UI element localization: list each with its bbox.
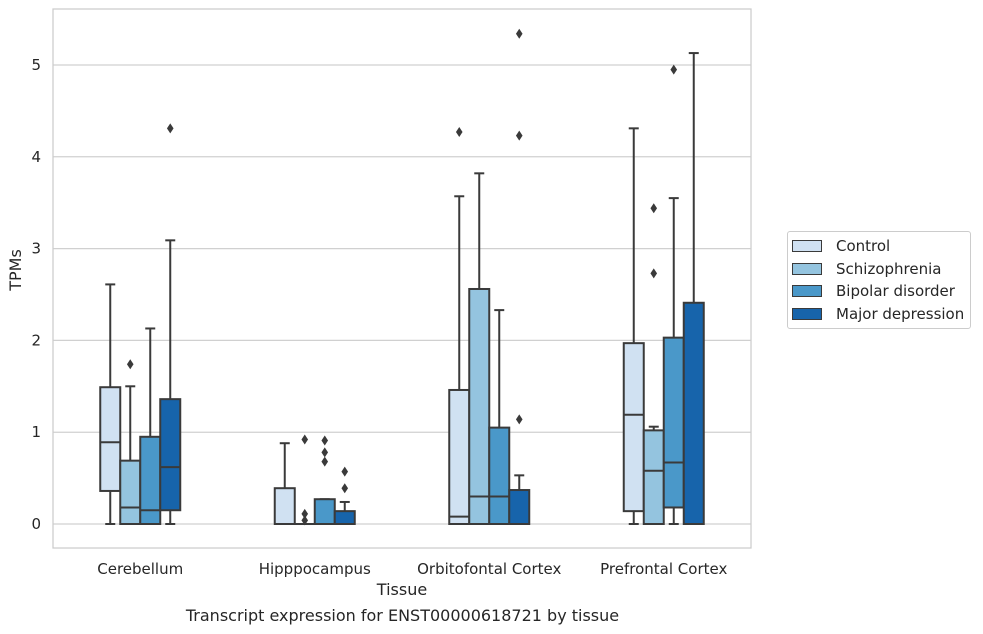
y-tick-label: 2 — [31, 331, 41, 349]
box-control — [622, 127, 645, 525]
box-body — [682, 301, 705, 525]
outlier-point — [515, 28, 523, 39]
legend-label: Schizophrenia — [836, 259, 942, 278]
box-major-depression — [159, 123, 182, 525]
chart-caption: Transcript expression for ENST0000061872… — [185, 606, 620, 625]
box-schizophrenia — [293, 434, 316, 526]
legend-item: Major depression — [788, 303, 970, 326]
box-body — [642, 429, 665, 526]
outlier-point — [321, 447, 329, 458]
box-bipolar-disorder — [488, 309, 511, 525]
y-tick-label: 0 — [31, 515, 41, 533]
box-body — [662, 336, 685, 509]
box-bipolar-disorder — [313, 435, 336, 525]
box-bipolar-disorder — [139, 327, 162, 526]
legend-item: Bipolar disorder — [788, 280, 970, 303]
outlier-point — [321, 456, 329, 467]
box-body — [448, 388, 471, 525]
box-control — [99, 283, 122, 525]
outlier-point — [515, 414, 523, 425]
boxes — [99, 28, 705, 526]
box-body — [313, 498, 336, 525]
box-body — [468, 287, 491, 525]
legend-label: Major depression — [836, 304, 965, 323]
legend-swatch — [792, 240, 822, 253]
outlier-point — [341, 483, 349, 494]
outlier-point — [301, 515, 309, 526]
outlier-point — [126, 359, 134, 370]
box-major-depression — [508, 28, 531, 525]
legend: Control Schizophrenia Bipolar disorder Majo… — [787, 231, 971, 329]
plot-frame — [52, 8, 752, 549]
box-schizophrenia — [642, 203, 665, 526]
tick-labels: 0 1 2 3 4 5 Cerebellum Hipppocampus Orbitofontal… — [31, 56, 727, 578]
box-major-depression — [333, 466, 356, 526]
box-control — [273, 442, 296, 525]
outlier-point — [341, 466, 349, 477]
y-tick-label: 3 — [31, 240, 41, 258]
box-body — [333, 510, 356, 526]
box-body — [99, 386, 122, 492]
y-tick-label: 5 — [31, 56, 41, 74]
outlier-point — [455, 127, 463, 138]
outlier-point — [670, 64, 678, 75]
box-body — [119, 459, 142, 525]
legend-item: Control — [788, 235, 970, 258]
box-bipolar-disorder — [662, 64, 685, 525]
outlier-point — [321, 435, 329, 446]
outlier-point — [515, 130, 523, 141]
outlier-point — [301, 508, 309, 519]
outlier-point — [301, 434, 309, 445]
box-body — [622, 342, 645, 513]
box-body — [273, 487, 296, 525]
box-control — [448, 127, 471, 525]
box-major-depression — [682, 52, 705, 525]
box-body — [488, 426, 511, 525]
legend-label: Bipolar disorder — [836, 282, 955, 301]
x-tick-label: Orbitofontal Cortex — [417, 560, 561, 578]
outlier-point — [650, 268, 658, 279]
legend-item: Schizophrenia — [788, 258, 970, 281]
outlier-point — [166, 123, 174, 134]
y-axis-label: TPMs — [6, 249, 25, 292]
x-tick-label: Cerebellum — [97, 560, 183, 578]
outlier-point — [650, 203, 658, 214]
x-tick-label: Hipppocampus — [259, 560, 371, 578]
x-tick-label: Prefrontal Cortex — [600, 560, 727, 578]
legend-swatch — [792, 285, 822, 298]
legend-swatch — [792, 262, 822, 275]
box-schizophrenia — [119, 359, 142, 525]
x-axis-label: Tissue — [376, 580, 427, 599]
y-tick-label: 4 — [31, 148, 41, 166]
box-body — [159, 398, 182, 512]
legend-label: Control — [836, 237, 891, 256]
y-tick-label: 1 — [31, 423, 41, 441]
box-body — [508, 489, 531, 525]
box-schizophrenia — [468, 172, 491, 525]
legend-swatch — [792, 307, 822, 320]
